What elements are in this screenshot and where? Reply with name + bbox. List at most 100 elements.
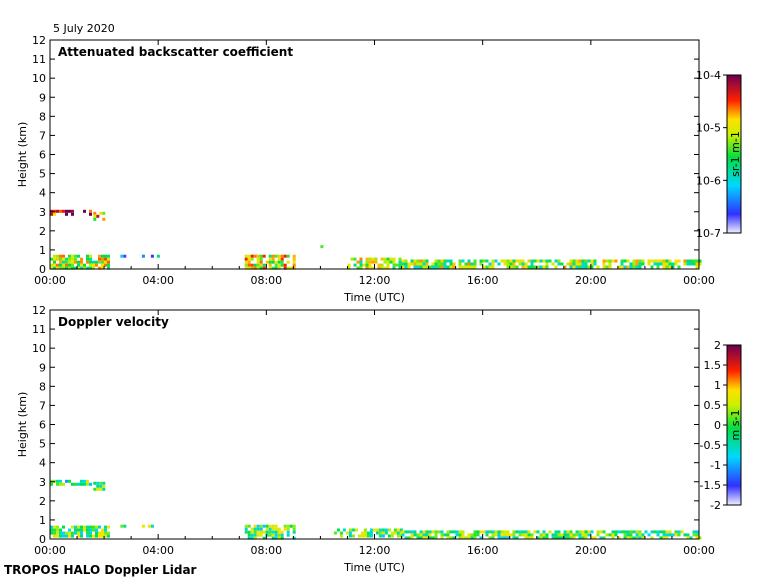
data-cell [83, 209, 86, 213]
data-cell [360, 534, 364, 538]
data-cell [339, 531, 343, 535]
x-axis-label: Time (UTC) [343, 561, 405, 574]
data-cell [410, 530, 414, 534]
data-cell [62, 525, 65, 529]
colorbar-tick-label: -0.5 [700, 439, 721, 452]
data-cell [65, 257, 68, 261]
data-cell [665, 262, 669, 266]
data-cell [689, 262, 693, 266]
data-cell [286, 266, 290, 270]
data-cell [371, 257, 375, 261]
data-cell [80, 257, 83, 261]
data-cell [695, 533, 699, 537]
data-cell [482, 530, 486, 534]
data-cell [289, 266, 293, 270]
data-cell [259, 530, 263, 534]
data-cell [434, 533, 438, 537]
data-cell [686, 262, 690, 266]
data-cell [362, 263, 366, 267]
data-cell [683, 262, 687, 266]
data-cell [259, 533, 263, 537]
data-cell [563, 530, 567, 534]
data-cell [65, 212, 68, 216]
data-cell [59, 266, 62, 270]
data-cell [518, 262, 522, 266]
data-cell [422, 533, 426, 537]
data-cell [647, 262, 651, 266]
data-cell [512, 530, 516, 534]
data-cell [336, 528, 340, 532]
data-cell [617, 530, 621, 534]
colorbar-tick-label: 10-5 [696, 122, 721, 135]
data-cell [602, 262, 606, 266]
data-cell [71, 525, 74, 529]
data-cell [377, 263, 381, 267]
data-cell [521, 262, 525, 266]
y-tick-label: 8 [39, 380, 46, 393]
data-cell [93, 481, 97, 485]
data-cell [101, 266, 104, 270]
data-cell [635, 262, 639, 266]
data-cell [500, 530, 504, 534]
data-cell [256, 260, 260, 264]
data-cell [452, 530, 456, 534]
data-cell [80, 263, 83, 267]
data-cell [467, 265, 471, 269]
data-cell [641, 533, 645, 537]
data-cell [407, 262, 411, 266]
data-cell [425, 530, 429, 534]
data-cell [250, 533, 254, 537]
y-axis-label: Height (km) [16, 392, 29, 458]
data-cell [413, 533, 417, 537]
data-cell [74, 525, 77, 529]
data-cell [71, 260, 74, 264]
data-cell [342, 528, 346, 532]
data-cell [365, 260, 369, 264]
data-cell [638, 536, 642, 540]
data-cell [401, 259, 405, 263]
data-cell [662, 536, 666, 540]
data-cell [563, 536, 567, 540]
data-cell [351, 528, 355, 532]
data-cell [74, 482, 77, 486]
data-cell [473, 533, 477, 537]
data-cell [692, 262, 696, 266]
data-cell [59, 482, 62, 486]
data-cell [641, 262, 645, 266]
data-cell [509, 533, 513, 537]
data-cell [440, 536, 444, 540]
data-cell [107, 534, 110, 538]
data-cell [56, 209, 59, 213]
data-cell [584, 265, 588, 269]
y-tick-label: 7 [39, 399, 46, 412]
data-cell [530, 259, 534, 263]
y-tick-label: 5 [39, 168, 46, 181]
data-cell [107, 266, 110, 270]
data-cell [92, 266, 95, 270]
data-cell [271, 257, 275, 261]
data-cell [83, 528, 86, 532]
data-cell [506, 262, 510, 266]
data-cell [359, 266, 363, 270]
data-cell [369, 534, 373, 538]
data-cell [632, 536, 636, 540]
data-cell [530, 262, 534, 266]
data-cell [500, 533, 504, 537]
data-cell [65, 263, 68, 267]
data-cell [503, 259, 507, 263]
data-cell [515, 265, 519, 269]
data-cell [320, 245, 324, 249]
data-cell [608, 262, 612, 266]
data-cell [581, 530, 585, 534]
data-cell [491, 533, 495, 537]
data-cell [533, 259, 537, 263]
data-cell [536, 259, 540, 263]
data-cell [524, 265, 528, 269]
data-cell [280, 530, 284, 534]
data-cell [485, 259, 489, 263]
colorbar-tick-label: -1 [710, 459, 721, 472]
data-cell [396, 531, 400, 535]
data-cell [506, 536, 510, 540]
data-cell [539, 265, 543, 269]
data-cell [98, 525, 101, 529]
